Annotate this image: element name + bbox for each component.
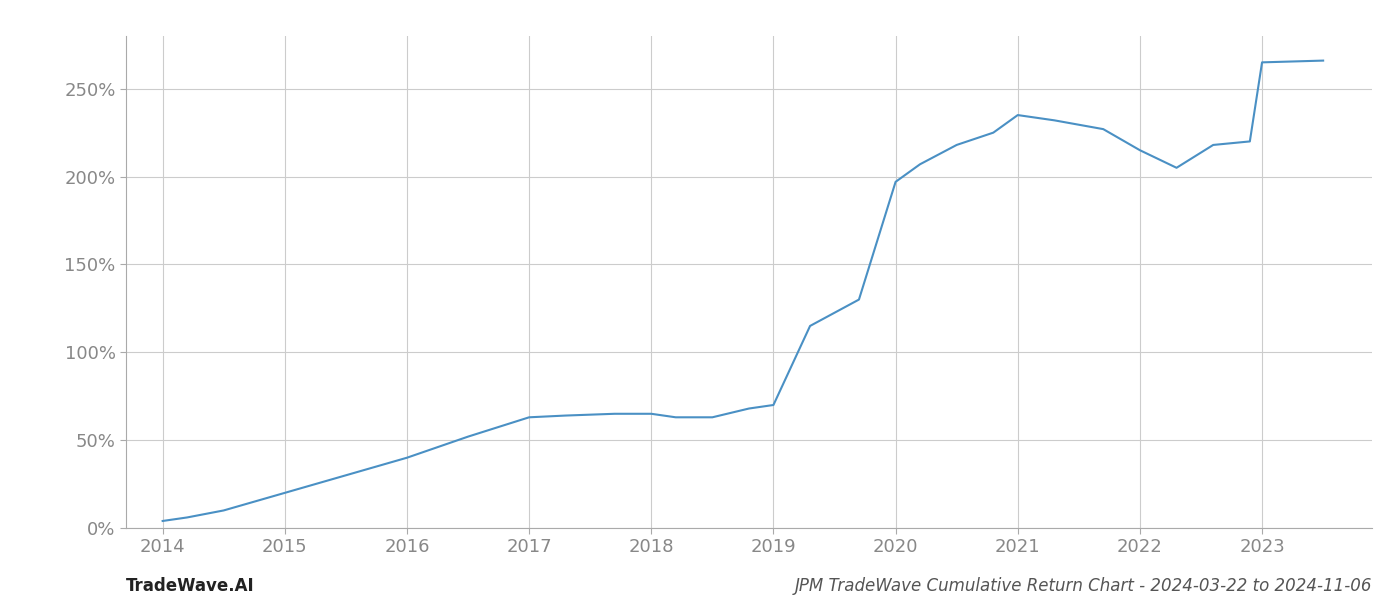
Text: JPM TradeWave Cumulative Return Chart - 2024-03-22 to 2024-11-06: JPM TradeWave Cumulative Return Chart - … (795, 577, 1372, 595)
Text: TradeWave.AI: TradeWave.AI (126, 577, 255, 595)
